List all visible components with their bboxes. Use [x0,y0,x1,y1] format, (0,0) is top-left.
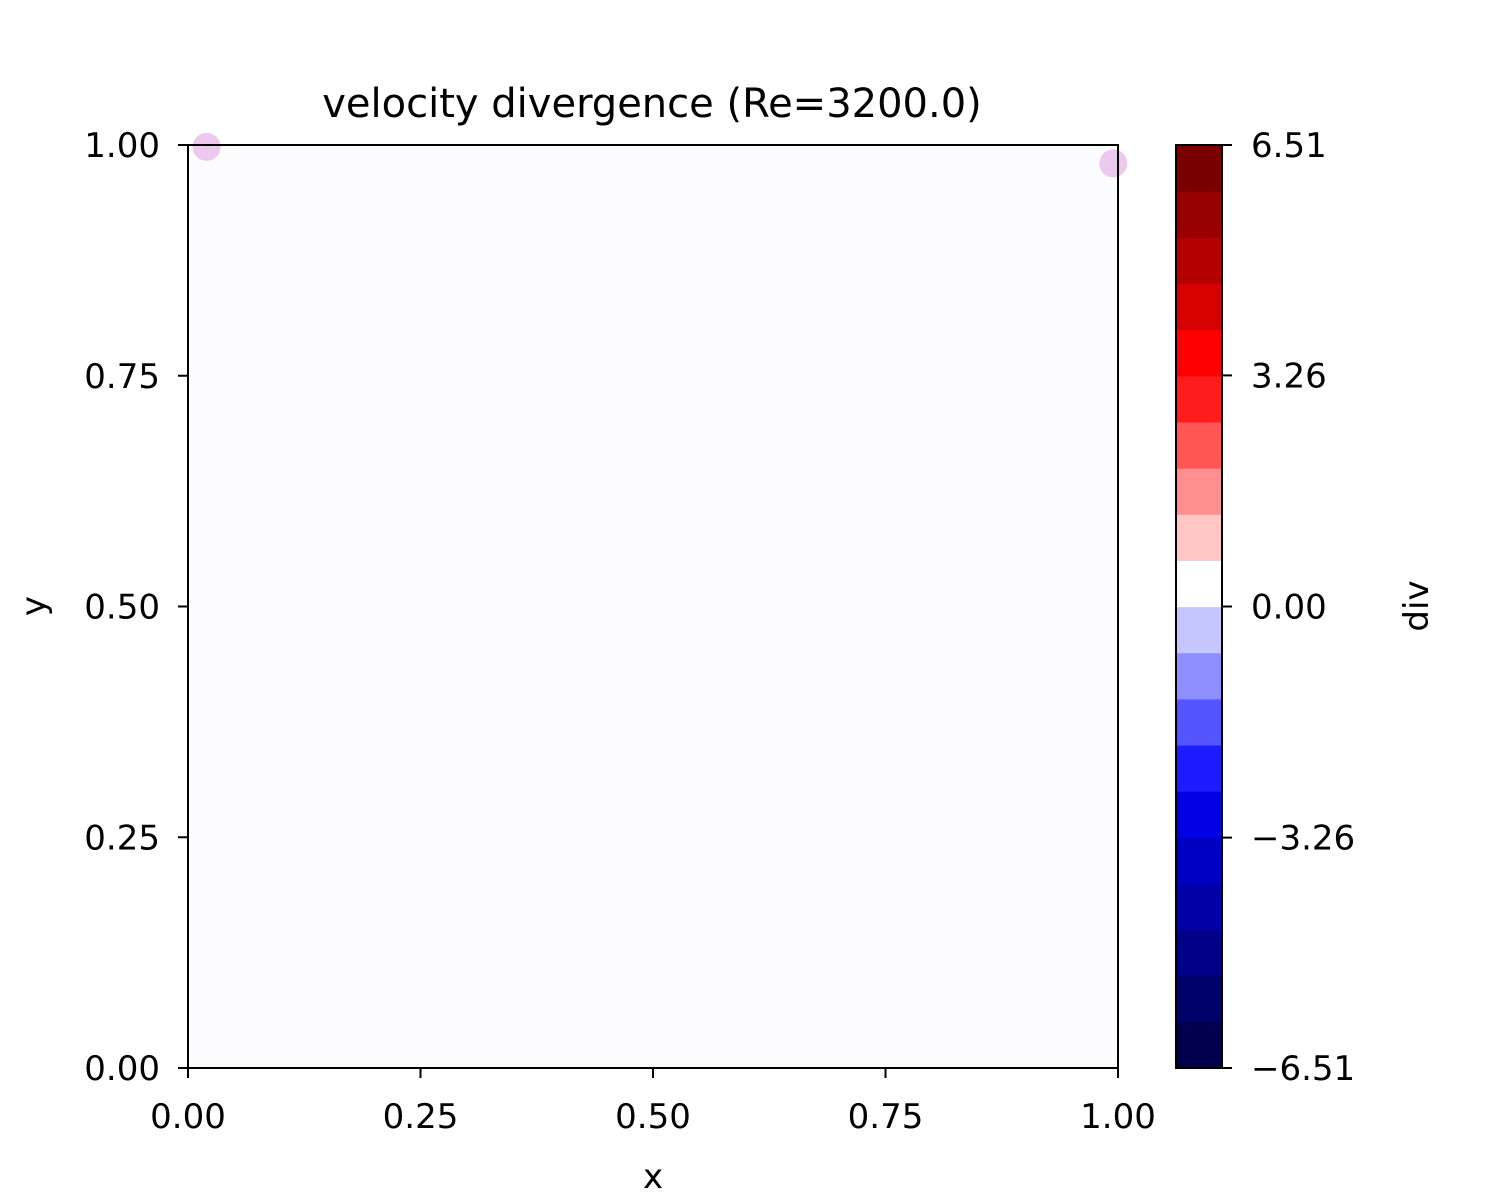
plot-area [187,132,1128,1069]
colorbar-level [1176,744,1222,792]
hotspot-0 [192,132,221,161]
y-tick-label: 0.50 [84,588,160,628]
x-tick-label: 0.25 [383,1097,459,1137]
colorbar-level [1176,191,1222,238]
colorbar: −6.51 −3.26 0.00 3.26 6.51 [1175,126,1355,1089]
colorbar-level [1176,698,1222,746]
y-axis-label: y [14,596,54,616]
colorbar-level [1176,606,1222,654]
x-axis: 0.00 0.25 0.50 0.75 1.00 [150,1068,1156,1137]
colorbar-tick-label: −6.51 [1251,1049,1355,1089]
colorbar-level [1176,1021,1222,1069]
colorbar-level [1176,652,1222,700]
colorbar-tick-label: 3.26 [1251,356,1327,396]
colorbar-level [1176,883,1222,931]
colorbar-level [1176,837,1222,884]
divergence-field [188,145,1118,1068]
hotspot-1 [1099,149,1128,178]
colorbar-level [1176,145,1222,192]
chart-title: velocity divergence (Re=3200.0) [322,81,982,127]
hotspots [192,132,1128,178]
y-tick-label: 0.00 [84,1049,160,1089]
colorbar-tick-label: −3.26 [1251,819,1355,859]
colorbar-level [1176,468,1222,515]
y-tick-label: 0.25 [84,818,160,858]
x-axis-label: x [643,1157,663,1197]
colorbar-label: div [1397,580,1437,631]
x-tick-label: 1.00 [1080,1097,1156,1137]
colorbar-level [1176,929,1222,977]
colorbar-level [1176,560,1222,608]
colorbar-level [1176,791,1222,838]
x-tick-label: 0.00 [150,1097,226,1137]
colorbar-level [1176,375,1222,423]
y-tick-label: 1.00 [84,126,160,166]
colorbar-tick-label: 0.00 [1251,588,1327,628]
colorbar-level [1176,283,1222,331]
colorbar-level [1176,421,1222,469]
x-tick-label: 0.50 [615,1097,691,1137]
colorbar-level [1176,514,1222,561]
colorbar-level [1176,329,1222,377]
colorbar-level [1176,237,1222,285]
colorbar-tick-label: 6.51 [1251,126,1327,166]
y-tick-label: 0.75 [84,357,160,397]
colorbar-level [1176,975,1222,1023]
y-axis: 0.00 0.25 0.50 0.75 1.00 [84,126,188,1089]
x-tick-label: 0.75 [848,1097,924,1137]
